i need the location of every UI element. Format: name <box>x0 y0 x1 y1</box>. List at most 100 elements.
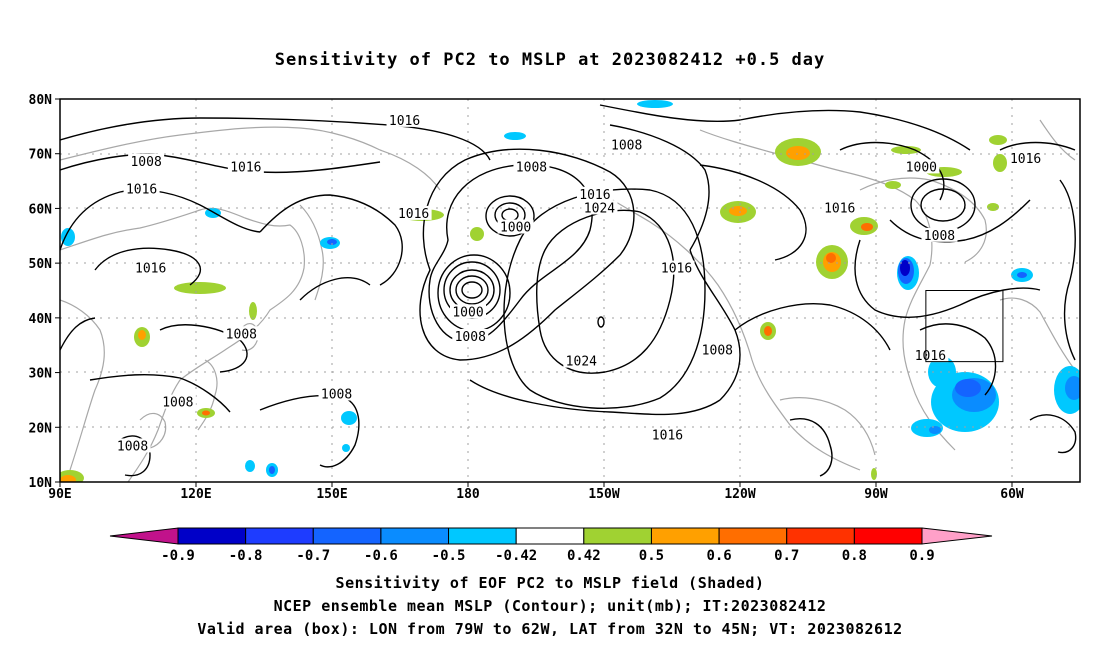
contour-label: 1008 <box>455 330 486 345</box>
contour-label: 1016 <box>579 188 610 203</box>
contour-label-bg <box>912 348 949 363</box>
colorbar-tick-label: -0.7 <box>296 548 330 564</box>
sensitivity-shading <box>60 100 1080 482</box>
lon-label-120W: 120W <box>724 487 755 502</box>
lat-label-70N: 70N <box>29 148 53 163</box>
mslp-contours <box>60 104 1077 477</box>
contour-label-bg <box>921 227 958 242</box>
contour-label-bg <box>903 159 940 174</box>
contour-label: 1016 <box>652 428 683 443</box>
colorbar: -0.9 -0.8 -0.7 -0.6 -0.5 -0.42 0.42 0.5 0.6 0.7 0.… <box>109 527 993 564</box>
colorbar-tick-label: -0.9 <box>161 548 195 564</box>
contour-label: 1008 <box>226 327 257 342</box>
contour-label-bg <box>223 326 260 341</box>
contour-label-bg <box>159 394 196 409</box>
colorbar-tick-label: 0.6 <box>706 548 731 564</box>
contour-label: 1008 <box>516 160 547 175</box>
contour-label-bg <box>450 304 486 319</box>
lon-label-90E: 90E <box>48 487 71 502</box>
contour-label-bg <box>576 186 613 201</box>
colorbar-tick-label: 0.42 <box>567 548 601 564</box>
colorbar-swatch <box>312 527 382 545</box>
contour-label: 1016 <box>824 201 855 216</box>
colorbar-swatch <box>786 527 855 545</box>
closed-high <box>597 316 605 328</box>
lon-label-150E: 150E <box>316 487 347 502</box>
contour-label: 1016 <box>126 182 157 197</box>
contour-label-bg <box>649 427 686 442</box>
contour-label: 1008 <box>117 439 148 454</box>
contour-label-bg <box>581 200 618 215</box>
colorbar-swatch <box>650 527 720 545</box>
contour-label-bg <box>452 329 489 344</box>
contour-label-bg <box>318 386 355 401</box>
colorbar-tick-label: 0.9 <box>909 548 934 564</box>
contour-label: 1008 <box>162 396 193 411</box>
colorbar-swatch <box>583 527 652 545</box>
contour-label: 1016 <box>1010 152 1041 167</box>
contour-label-bg <box>563 353 600 368</box>
lat-label-10N: 10N <box>29 476 53 491</box>
colorbar-tick-label: -0.8 <box>229 548 263 564</box>
contour-label-bg <box>497 219 534 234</box>
lon-label-120E: 120E <box>180 487 211 502</box>
contour-label-bg <box>608 137 645 152</box>
contour-label-bg <box>699 342 736 357</box>
caption-valid-area: Valid area (box): LON from 79W to 62W, L… <box>197 620 903 638</box>
contour-label: 1008 <box>321 387 352 402</box>
labrador-low-ring <box>920 188 966 222</box>
lat-label-50N: 50N <box>29 257 53 272</box>
colorbar-swatch <box>718 527 788 545</box>
contour-label-bg <box>513 159 550 174</box>
colorbar-tick-label: -0.42 <box>495 548 537 564</box>
contour-label-bg <box>1007 151 1044 166</box>
contour-label: 1008 <box>611 139 642 154</box>
lat-label-40N: 40N <box>29 312 53 327</box>
colorbar-swatch-max <box>921 527 993 545</box>
contour-label: 1000 <box>452 305 483 320</box>
contour-label-bg <box>132 260 169 275</box>
caption-contour: NCEP ensemble mean MSLP (Contour); unit(… <box>273 597 827 615</box>
lon-label-60W: 60W <box>1000 487 1024 502</box>
aleutian-low-ring <box>501 208 519 222</box>
contour-label-bg <box>123 181 160 196</box>
contour-label-bg <box>114 438 151 453</box>
contour-label: 1024 <box>566 355 597 370</box>
contour-label: 1008 <box>130 155 161 170</box>
longitude-labels: 90E 120E 150E 180 150W 120W 90W 60W <box>48 482 1024 502</box>
contour-label: 1016 <box>389 114 420 129</box>
contour-label-bg <box>128 153 165 168</box>
latitude-labels: 80N 70N 60N 50N 40N 30N 20N 10N <box>29 93 60 491</box>
caption-shading: Sensitivity of EOF PC2 to MSLP field (Sh… <box>335 574 765 592</box>
colorbar-tick-label: 0.5 <box>639 548 664 564</box>
colorbar-swatch <box>515 527 585 545</box>
lat-label-80N: 80N <box>29 93 53 108</box>
colorbar-swatch <box>380 527 450 545</box>
map-grid <box>60 99 1080 482</box>
contour-label: 1016 <box>661 262 692 277</box>
contour-label: 1008 <box>924 229 955 244</box>
contour-label-bg <box>227 159 264 174</box>
lon-label-150W: 150W <box>588 487 619 502</box>
aleutian-low-ring <box>485 195 535 237</box>
colorbar-tick-label: -0.5 <box>432 548 466 564</box>
contour-label: 1016 <box>915 349 946 364</box>
colorbar-tick-label: -0.6 <box>364 548 398 564</box>
contour-label: 1000 <box>906 160 937 175</box>
lat-label-60N: 60N <box>29 202 53 217</box>
pacific-low-ring <box>461 281 483 299</box>
valid-area-box <box>925 290 1004 363</box>
map-title: Sensitivity of PC2 to MSLP at 2023082412… <box>274 50 826 70</box>
lat-label-20N: 20N <box>29 421 53 436</box>
pacific-low-ring <box>455 275 489 305</box>
contour-label: 1024 <box>584 201 615 216</box>
contour-label-bg <box>386 112 423 127</box>
colorbar-swatch-min <box>109 527 179 545</box>
map-frame <box>59 98 1081 483</box>
contour-label: 1016 <box>230 160 261 175</box>
contour-label-bg <box>658 260 695 275</box>
colorbar-swatch <box>448 527 517 545</box>
contour-label: 1016 <box>398 207 429 222</box>
